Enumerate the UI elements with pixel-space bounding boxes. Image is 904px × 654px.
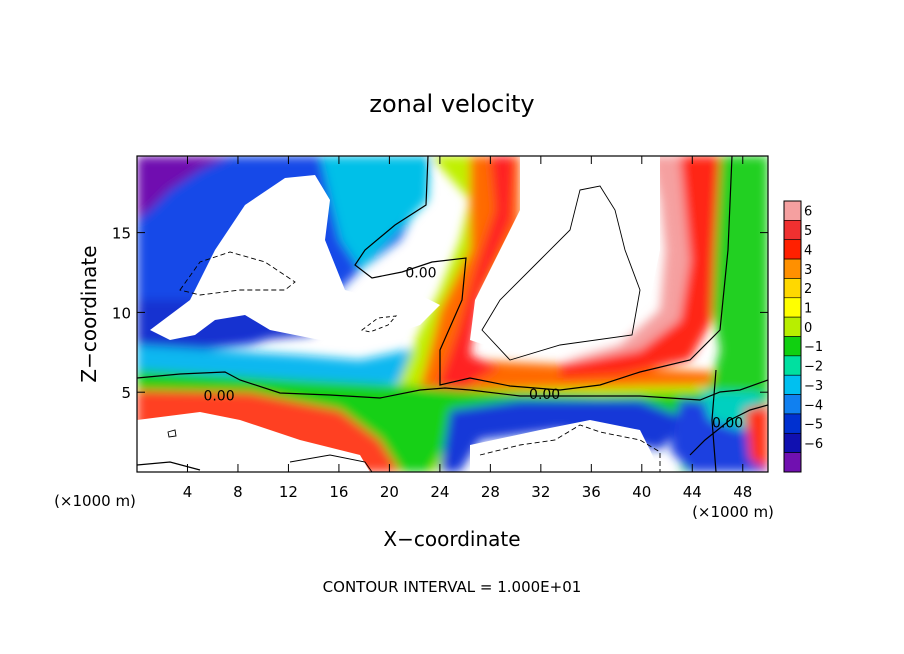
colorbar-swatch <box>783 220 802 241</box>
contour-thin-upper-right <box>481 185 641 361</box>
colorbar-label: 2 <box>804 282 812 297</box>
colorbar-label: −1 <box>804 340 823 355</box>
x-tick-label: 4 <box>183 483 193 501</box>
field-orange-ridge <box>400 156 720 472</box>
field-cyan-upper <box>320 156 430 270</box>
colorbar-swatch <box>783 316 802 337</box>
colorbar-swatch <box>783 239 802 260</box>
contour-interval-note: CONTOUR INTERVAL = 1.000E+01 <box>323 578 582 596</box>
colorbar-label: −2 <box>804 360 823 375</box>
contour-zero-bottom <box>137 461 201 471</box>
colorbar-label: −5 <box>804 418 823 433</box>
x-tick-label: 16 <box>329 483 348 501</box>
colorbar-label: 5 <box>804 224 812 239</box>
colorbar-swatch <box>783 336 802 357</box>
colorbar: 6 5 4 3 2 1 0 −1 −2 −3 −4 −5 −6 <box>783 200 823 473</box>
x-tick-label: 28 <box>481 483 500 501</box>
white-upper-right <box>470 156 660 350</box>
colorbar-swatch <box>783 374 802 395</box>
y-axis-label: Z−coordinate <box>77 245 101 382</box>
x-tick-label: 36 <box>582 483 601 501</box>
field-blue-lower <box>440 400 690 472</box>
colorbar-label: 0 <box>804 321 812 336</box>
colorbar-label: 3 <box>804 263 812 278</box>
contour-label: 0.00 <box>712 416 743 432</box>
colorbar-label: −3 <box>804 379 823 394</box>
white-upper-left <box>150 175 440 345</box>
field-pink-right <box>560 156 690 362</box>
y-tick-label: 5 <box>121 384 131 402</box>
colorbar-label: 4 <box>804 243 812 258</box>
x-tick-label: 48 <box>733 483 752 501</box>
colorbar-swatch <box>783 394 802 415</box>
colorbar-label: −6 <box>804 437 823 452</box>
x-tick-label: 44 <box>683 483 702 501</box>
x-unit-right: (×1000 m) <box>692 503 774 521</box>
x-tick-label: 8 <box>233 483 243 501</box>
colorbar-swatch <box>783 200 802 221</box>
contour-label: 0.00 <box>203 388 234 404</box>
x-tick-label: 12 <box>279 483 298 501</box>
white-lower-mid <box>470 420 660 472</box>
unshaded-regions <box>137 156 660 472</box>
chart-title: zonal velocity <box>369 90 534 118</box>
plot-frame <box>136 155 769 473</box>
contour-small-loop <box>167 429 177 438</box>
contour-dashed-upper-left <box>179 251 296 296</box>
contour-label: 0.00 <box>405 266 436 282</box>
x-tick-label: 32 <box>531 483 550 501</box>
contour-lines <box>137 156 768 472</box>
field-deep-negative-left <box>137 156 230 220</box>
colorbar-swatch <box>783 258 802 279</box>
colorbar-swatch <box>783 278 802 299</box>
contour-zero-right-bottom <box>689 404 768 456</box>
x-axis-label: X−coordinate <box>383 527 520 551</box>
colorbar-swatch <box>783 452 802 473</box>
field-red-right-edge <box>745 405 768 470</box>
x-tick-label: 24 <box>430 483 449 501</box>
colorbar-swatch <box>783 355 802 376</box>
plot-area: 0.000.00 0.000.00 4 8 12 16 20 24 28 32 36 40 44 485… <box>112 155 769 501</box>
colorbar-swatch <box>783 413 802 434</box>
white-lower-left <box>137 412 370 472</box>
x-unit-left: (×1000 m) <box>54 492 136 510</box>
x-tick-label: 20 <box>380 483 399 501</box>
colorbar-label: −4 <box>804 398 823 413</box>
colorbar-label: 1 <box>804 301 812 316</box>
contour-label: 0.00 <box>529 387 560 403</box>
contour-zero-lower <box>137 371 768 401</box>
colorbar-swatch <box>783 297 802 318</box>
contour-thin-bottom <box>289 454 373 472</box>
contour-dashed-small <box>360 315 398 333</box>
x-tick-label: 40 <box>632 483 651 501</box>
y-tick-label: 10 <box>112 304 131 322</box>
colorbar-label: 6 <box>804 205 812 220</box>
field-red-right <box>560 156 720 378</box>
colorbar-swatch <box>783 432 802 453</box>
contour-zero-right-vertical <box>711 369 717 472</box>
contour-dashed-bottom <box>479 424 661 472</box>
y-tick-label: 15 <box>112 225 131 243</box>
colorbar-frame <box>783 200 802 473</box>
contour-zero-upper <box>354 156 733 391</box>
contour-labels: 0.00 0.00 0.00 0.00 <box>203 266 743 432</box>
